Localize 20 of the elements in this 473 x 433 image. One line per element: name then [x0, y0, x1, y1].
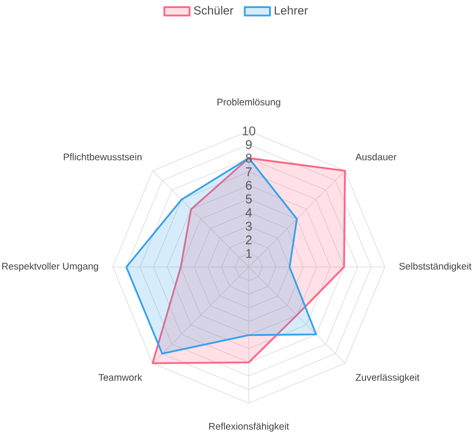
y-tick-label: 6 — [246, 180, 252, 190]
y-tick-label: 5 — [246, 194, 252, 204]
spoke-label: Reflexionsfähigkeit — [209, 422, 290, 432]
spoke-label: Teamwork — [98, 374, 142, 381]
y-tick-label: 3 — [246, 222, 252, 231]
y-tick-label: 7 — [246, 167, 252, 176]
y-tick-label: 9 — [246, 140, 252, 149]
spoke-label: Ausdauer — [355, 153, 396, 160]
legend-label: Schüler — [194, 6, 234, 15]
y-tick-label: 8 — [246, 154, 252, 163]
legend-label: Lehrer — [274, 6, 308, 15]
spoke-label: Selbstständigkeit — [399, 262, 472, 272]
spoke-label: Zuverlässigkeit — [356, 374, 420, 383]
y-tick-label: 1 — [246, 249, 252, 258]
y-tick-label: 4 — [246, 208, 252, 217]
spoke-label: Problemlösung — [218, 98, 280, 108]
y-tick-label: 10 — [242, 126, 256, 136]
spoke-label: Respektvoller Umgang — [2, 262, 98, 272]
y-tick-label: 2 — [246, 235, 252, 244]
spoke-label: Pflichtbewusstsein — [64, 153, 142, 160]
